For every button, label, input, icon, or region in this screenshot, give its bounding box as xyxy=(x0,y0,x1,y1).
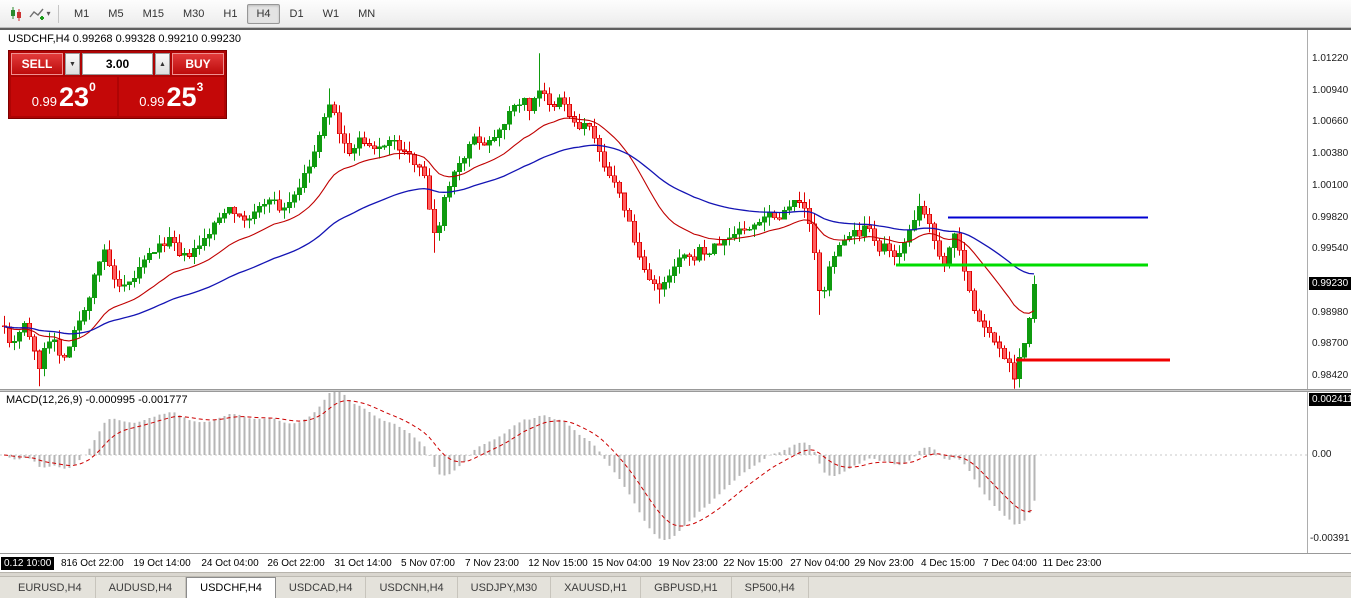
buy-price-prefix: 0.99 xyxy=(139,94,165,109)
timeframe-button-mn[interactable]: MN xyxy=(358,7,376,20)
macd-zero-label: 0.00 xyxy=(1312,449,1332,460)
timeframe-button-m1[interactable]: M1 xyxy=(74,7,90,20)
macd-region: MACD(12,26,9) -0.000995 -0.001777 0.0024… xyxy=(0,392,1351,553)
buy-button[interactable]: BUY xyxy=(172,53,224,75)
chart-tab-usdcnh-h4[interactable]: USDCNH,H4 xyxy=(366,577,458,598)
volume-increase-button[interactable]: ▲ xyxy=(155,53,170,75)
macd-signal-line xyxy=(3,400,1035,527)
buy-price-big: 25 xyxy=(166,82,197,112)
time-axis-label: 16 Oct 22:00 xyxy=(66,558,124,569)
price-axis-label: 0.98980 xyxy=(1312,306,1349,318)
time-axis-label: 15 Nov 04:00 xyxy=(592,558,652,569)
time-axis-label: 12 Nov 15:00 xyxy=(528,558,588,569)
time-axis-label: 19 Nov 23:00 xyxy=(658,558,718,569)
timeframe-button-h4[interactable]: H4 xyxy=(247,3,280,24)
timeframe-buttons: M1 M5 M15 M30 H1 H4 D1 W1 MN xyxy=(65,3,385,24)
price-axis[interactable]: 0.99230 1.01220 1.00940 1.00660 1.00380 1.00… xyxy=(1307,30,1351,389)
buy-price-sup: 3 xyxy=(196,80,204,94)
macd-chart-svg[interactable] xyxy=(0,392,1307,553)
chart-tab-xauusd-h1[interactable]: XAUUSD,H1 xyxy=(551,577,642,598)
time-axis-label: 19 Oct 14:00 xyxy=(133,558,191,569)
timeframe-button-w1[interactable]: W1 xyxy=(322,7,340,20)
price-axis-label: 1.00660 xyxy=(1312,116,1349,128)
time-axis-label: 22 Nov 15:00 xyxy=(723,558,783,569)
time-axis[interactable]: 0.12 10:00 8 16 Oct 22:00 19 Oct 14:00 24 … xyxy=(0,553,1351,572)
price-axis-label: 1.01220 xyxy=(1312,53,1349,64)
sell-price-display[interactable]: 0.99 23 0 xyxy=(11,77,117,116)
sell-price-big: 23 xyxy=(59,82,90,112)
macd-histogram xyxy=(8,392,1036,540)
macd-axis[interactable]: 0.002411 0.00 -0.00391 xyxy=(1307,392,1351,553)
time-axis-label: 26 Oct 22:00 xyxy=(267,558,325,569)
price-chart-svg[interactable] xyxy=(0,30,1307,389)
time-axis-label: 7 Dec 04:00 xyxy=(983,558,1037,569)
macd-value-badge: 0.002411 xyxy=(1309,393,1351,406)
chart-tab-usdchf-h4[interactable]: USDCHF,H4 xyxy=(186,577,276,598)
chart-type-icon[interactable] xyxy=(4,3,28,25)
chart-tab-usdjpy-m30[interactable]: USDJPY,M30 xyxy=(458,577,552,598)
price-axis-label: 0.98700 xyxy=(1312,338,1349,350)
ma-slow-line xyxy=(3,144,1035,335)
time-axis-label: 4 Dec 15:00 xyxy=(921,558,975,569)
price-axis-label: 0.99820 xyxy=(1312,211,1349,223)
macd-plot[interactable] xyxy=(0,392,1307,553)
indicator-glyph xyxy=(29,8,45,20)
price-plot[interactable] xyxy=(0,30,1307,389)
sell-price-prefix: 0.99 xyxy=(31,94,58,109)
main-chart-region: USDCHF,H4 0.99268 0.99328 0.99210 0.9923… xyxy=(0,30,1351,389)
timeframe-button-m30[interactable]: M30 xyxy=(182,7,205,20)
current-price-badge: 0.99230 xyxy=(1309,277,1351,291)
chevron-down-icon: ▾ xyxy=(46,9,51,18)
timeframe-button-h1[interactable]: H1 xyxy=(223,7,238,20)
ma-fast-line xyxy=(3,117,1035,342)
time-axis-label: 11 Dec 23:00 xyxy=(1042,558,1102,569)
time-axis-fragment: 8 xyxy=(61,558,67,569)
volume-input[interactable]: 3.00 xyxy=(82,53,153,75)
price-axis-label: 0.99540 xyxy=(1312,243,1349,255)
time-axis-label: 5 Nov 07:00 xyxy=(401,558,455,569)
time-crosshair-badge: 0.12 10:00 xyxy=(1,557,55,570)
sell-button[interactable]: SELL xyxy=(11,53,63,75)
time-axis-label: 27 Nov 04:00 xyxy=(790,558,850,569)
panel-splitter[interactable] xyxy=(0,389,1351,392)
indicators-icon[interactable]: ▾ xyxy=(28,3,52,25)
timeframe-button-d1[interactable]: D1 xyxy=(289,7,304,20)
price-axis-label: 1.00380 xyxy=(1312,148,1349,160)
toolbar: ▾ M1 M5 M15 M30 H1 H4 D1 W1 MN xyxy=(0,0,1351,28)
chart-tabs-bar: EURUSD,H4 AUDUSD,H4 USDCHF,H4 USDCAD,H4 USDC… xyxy=(0,576,1351,598)
candlestick-series xyxy=(2,53,1037,389)
status-strip xyxy=(0,572,1351,576)
macd-header: MACD(12,26,9) -0.000995 -0.001777 xyxy=(6,394,188,406)
time-axis-label: 29 Nov 23:00 xyxy=(854,558,914,569)
volume-decrease-button[interactable]: ▼ xyxy=(65,53,80,75)
chart-window-border xyxy=(0,28,1351,30)
price-axis-label: 1.00940 xyxy=(1312,84,1349,96)
time-axis-label: 24 Oct 04:00 xyxy=(201,558,259,569)
timeframe-button-m15[interactable]: M15 xyxy=(142,7,164,20)
price-axis-label: 0.98420 xyxy=(1312,370,1349,382)
buy-price-display[interactable]: 0.99 25 3 xyxy=(118,77,224,116)
chart-tab-eurusd-h4[interactable]: EURUSD,H4 xyxy=(5,577,96,598)
chart-tab-usdcad-h4[interactable]: USDCAD,H4 xyxy=(276,577,367,598)
chart-tab-sp500-h4[interactable]: SP500,H4 xyxy=(732,577,809,598)
toolbar-separator xyxy=(58,4,59,23)
chart-tab-gbpusd-h1[interactable]: GBPUSD,H1 xyxy=(641,577,732,598)
candlestick-glyph xyxy=(11,6,21,21)
trade-panel-controls: SELL ▼ 3.00 ▲ BUY xyxy=(11,53,224,75)
ohlc-header: USDCHF,H4 0.99268 0.99328 0.99210 0.9923… xyxy=(8,33,242,45)
timeframe-button-m5[interactable]: M5 xyxy=(108,7,124,20)
price-axis-label: 1.00100 xyxy=(1312,179,1349,191)
one-click-trade-panel: SELL ▼ 3.00 ▲ BUY 0.99 23 0 0.99 25 3 xyxy=(8,50,227,119)
trade-panel-prices: 0.99 23 0 0.99 25 3 xyxy=(11,77,224,116)
macd-min-label: -0.00391 xyxy=(1310,533,1350,544)
time-axis-label: 7 Nov 23:00 xyxy=(465,558,519,569)
time-axis-label: 31 Oct 14:00 xyxy=(334,558,392,569)
chart-tab-audusd-h4[interactable]: AUDUSD,H4 xyxy=(96,577,187,598)
sell-price-sup: 0 xyxy=(89,80,96,94)
